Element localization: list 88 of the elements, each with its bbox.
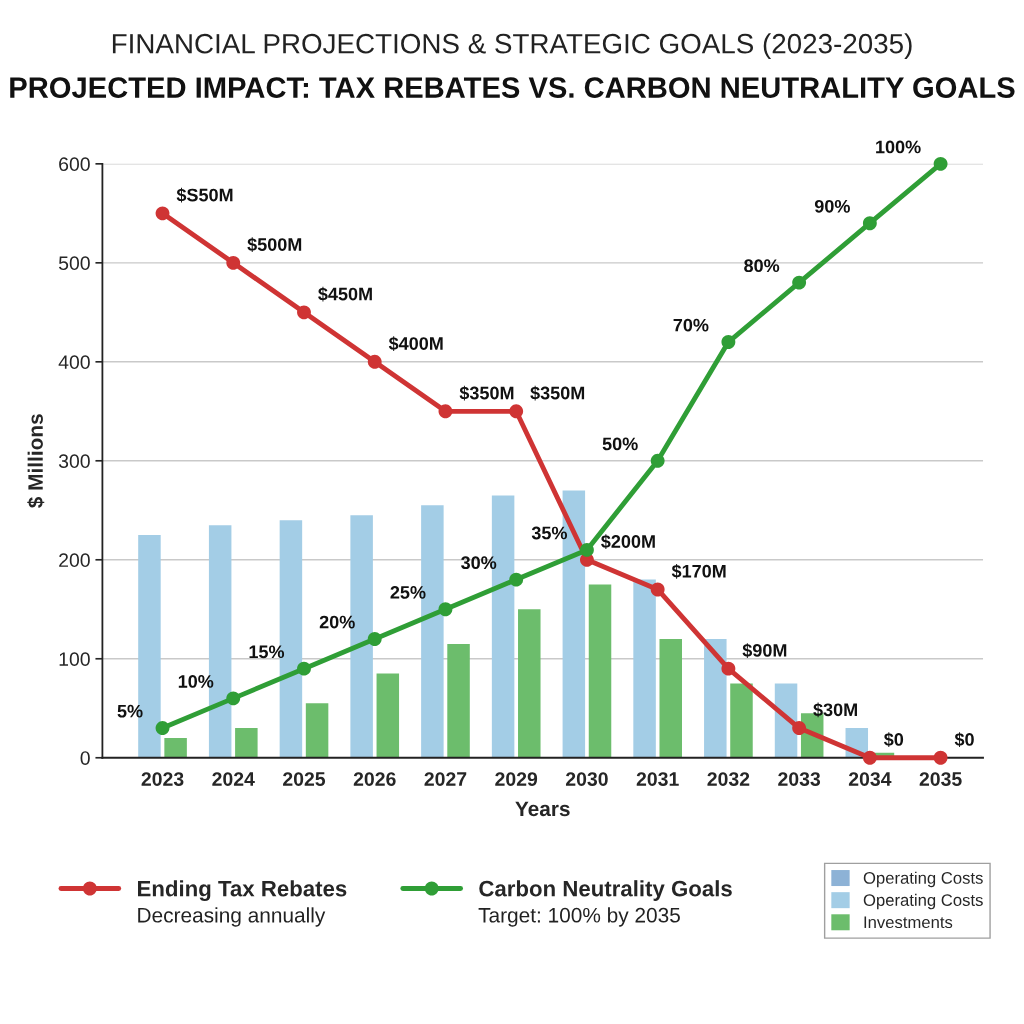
point [579, 542, 594, 557]
data-label: $0 [954, 732, 974, 748]
x-tick-label: 2031 [636, 772, 679, 786]
point [792, 721, 807, 736]
x-tick-label: 2029 [495, 772, 538, 786]
y-tick-label: 500 [58, 256, 90, 271]
point [721, 661, 736, 676]
x-tick-label: 2027 [424, 772, 467, 786]
point [650, 453, 665, 468]
legend-label: Operating Costs [863, 871, 983, 888]
bar [659, 638, 682, 758]
y-tick-label: 300 [58, 454, 90, 469]
point [367, 354, 382, 369]
data-label: 100% [876, 140, 921, 154]
data-label: $30M [813, 702, 857, 718]
data-label: $0 [883, 732, 904, 748]
point [933, 156, 948, 171]
bar [164, 737, 187, 758]
point [438, 602, 453, 617]
legend-label: Investments [864, 916, 953, 929]
data-label: $500M [247, 237, 302, 253]
x-tick-label: 2032 [707, 772, 750, 786]
y-tick-label: 0 [80, 751, 90, 765]
y-tick-label: 600 [59, 157, 90, 172]
point [155, 206, 170, 221]
point [226, 255, 241, 270]
point [297, 661, 311, 676]
legend-label: Carbon Neutrality Goals [479, 880, 732, 901]
y-tick-label: 200 [59, 553, 90, 568]
data-label: 10% [178, 675, 214, 688]
bar [305, 703, 329, 758]
point [792, 275, 807, 290]
point [862, 750, 877, 765]
chart-title: FINANCIAL PROJECTIONS & STRATEGIC GOALS (2023-2035) [112, 33, 912, 60]
data-label: 35% [531, 526, 568, 540]
data-label: $170M [671, 564, 726, 579]
data-label: $350M [459, 385, 514, 401]
data-label: 25% [390, 585, 426, 599]
data-label: $350M [530, 385, 585, 401]
bar [704, 638, 727, 758]
point [862, 216, 877, 231]
x-tick-label: 2024 [212, 772, 255, 786]
point [933, 750, 948, 765]
point [650, 582, 665, 597]
legend-label: Ending Tax Rebates [138, 880, 347, 901]
x-tick-label: 2034 [848, 772, 892, 786]
x-axis-title: Years [515, 801, 570, 817]
bar [730, 683, 753, 758]
data-label: 15% [249, 645, 285, 659]
point [297, 305, 311, 320]
chart-subtitle: PROJECTED IMPACT: TAX REBATES VS. CARBON NEUTRALITY GOALS [10, 77, 1015, 98]
data-label: 80% [744, 259, 780, 273]
point [438, 404, 453, 419]
y-axis-title: $ Millions [27, 414, 45, 508]
data-label: 30% [461, 556, 497, 570]
y-tick-label: 400 [58, 355, 90, 370]
data-label: $90M [742, 643, 787, 658]
data-label: $S50M [176, 187, 233, 203]
bar [235, 728, 258, 758]
point [509, 572, 524, 587]
x-tick-label: 2030 [565, 772, 608, 786]
data-label: 70% [673, 318, 709, 332]
x-tick-label: 2026 [353, 772, 396, 786]
x-tick-label: 2025 [283, 772, 326, 786]
bar [588, 584, 612, 758]
text: Decreasing annually [138, 907, 326, 927]
bar [376, 673, 400, 758]
point [226, 691, 241, 706]
data-label: $200M [601, 534, 655, 550]
data-label: 50% [602, 437, 638, 451]
data-label: $400M [388, 336, 443, 352]
text: Target: 100% by 2035 [478, 907, 680, 927]
data-label: $450M [318, 286, 372, 302]
point [721, 335, 736, 349]
bar [633, 579, 656, 758]
data-label: 20% [319, 615, 355, 629]
y-tick-label: 100 [59, 652, 90, 667]
x-tick-label: 2033 [778, 772, 821, 786]
point [367, 632, 382, 646]
x-tick-label: 2035 [919, 772, 962, 786]
point [155, 721, 170, 736]
point [509, 404, 524, 419]
data-label: 90% [814, 199, 850, 213]
bar [447, 643, 470, 758]
legend-label: Operating Costs [863, 893, 983, 910]
bar [518, 609, 541, 758]
data-label: 5% [117, 704, 143, 718]
x-tick-label: 2023 [141, 772, 184, 786]
